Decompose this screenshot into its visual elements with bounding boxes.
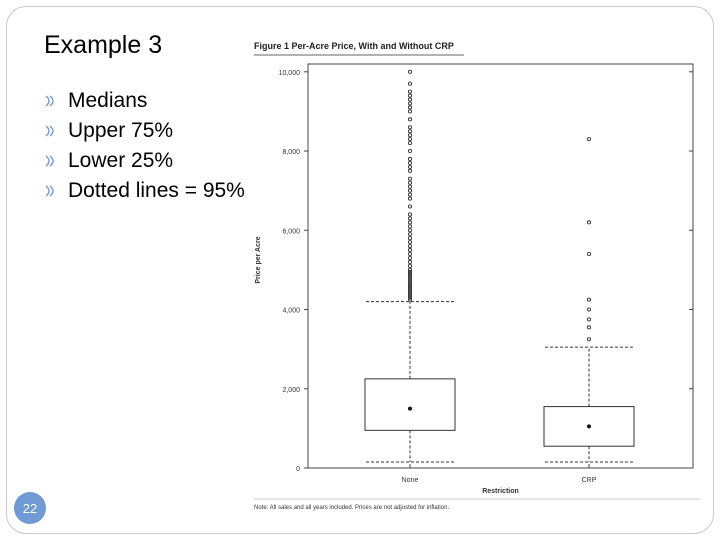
y-tick-label: 4,000 bbox=[282, 308, 300, 315]
x-tick-label: CRP bbox=[582, 477, 597, 484]
chart-title: Figure 1 Per-Acre Price, With and Withou… bbox=[254, 41, 454, 51]
bullet-dotted-lines: Dotted lines = 95% bbox=[44, 176, 245, 206]
outlier-point bbox=[407, 125, 413, 130]
outlier-point bbox=[407, 69, 413, 74]
outlier-point bbox=[407, 101, 413, 106]
boxplot-figure: Figure 1 Per-Acre Price, With and Withou… bbox=[246, 36, 708, 520]
outlier-point bbox=[407, 259, 413, 265]
outlier-point bbox=[407, 277, 413, 282]
outlier-point bbox=[407, 275, 413, 280]
outlier-point bbox=[407, 220, 413, 225]
bullet-upper-75: Upper 75% bbox=[44, 116, 245, 146]
outlier-point bbox=[407, 117, 413, 122]
bullet-list: Medians Upper 75% Lower 25% Dotted lines… bbox=[44, 86, 245, 206]
y-axis-label: Price per Acre bbox=[255, 236, 262, 283]
outlier-point bbox=[407, 271, 413, 276]
outlier-point bbox=[407, 180, 413, 185]
outlier-point bbox=[407, 133, 413, 138]
outlier-point bbox=[407, 236, 413, 241]
median-point bbox=[587, 424, 591, 429]
outlier-point bbox=[586, 137, 592, 142]
outlier-point bbox=[407, 285, 413, 290]
outlier-point bbox=[407, 148, 413, 154]
outlier-point bbox=[407, 252, 413, 257]
outlier-point bbox=[407, 156, 413, 162]
outlier-point bbox=[407, 105, 413, 110]
median-point bbox=[408, 406, 412, 411]
bullet-text: Medians bbox=[68, 89, 148, 112]
outlier-point bbox=[407, 273, 413, 278]
outlier-point bbox=[407, 269, 413, 274]
y-tick-label: 6,000 bbox=[282, 228, 300, 235]
outlier-point bbox=[407, 224, 413, 229]
outlier-point bbox=[407, 204, 413, 209]
bullet-arrow-icon bbox=[45, 185, 54, 197]
iqr-box bbox=[364, 378, 456, 431]
outlier-point bbox=[586, 307, 592, 312]
x-axis-label: Restriction bbox=[482, 488, 519, 495]
y-tick-label: 10,000 bbox=[279, 70, 301, 77]
outlier-point bbox=[407, 212, 413, 217]
outlier-point bbox=[586, 325, 592, 330]
outlier-point bbox=[407, 289, 413, 294]
outlier-point bbox=[586, 220, 592, 225]
outlier-point bbox=[407, 141, 413, 146]
outlier-point bbox=[407, 168, 413, 173]
outlier-point bbox=[407, 291, 413, 296]
outlier-point bbox=[407, 160, 413, 165]
outlier-point bbox=[407, 97, 413, 102]
outlier-point bbox=[407, 89, 413, 94]
outlier-point bbox=[407, 293, 413, 298]
outlier-point bbox=[407, 281, 413, 286]
outlier-point bbox=[407, 248, 413, 253]
slide-title: Example 3 bbox=[44, 31, 163, 59]
outlier-point bbox=[407, 164, 413, 169]
outlier-point bbox=[407, 93, 413, 98]
outlier-point bbox=[407, 228, 413, 233]
page-number-badge: 22 bbox=[14, 492, 46, 524]
outlier-point bbox=[407, 216, 413, 221]
outlier-point bbox=[407, 279, 413, 284]
bullet-arrow-icon bbox=[45, 95, 54, 107]
outlier-point bbox=[407, 137, 413, 142]
outlier-point bbox=[407, 295, 413, 300]
outlier-point bbox=[586, 297, 592, 302]
outlier-point bbox=[586, 317, 592, 322]
bullet-text: Upper 75% bbox=[68, 119, 174, 142]
outlier-point bbox=[407, 129, 413, 134]
x-tick-label: None bbox=[402, 477, 419, 484]
boxplot-chart: 0 2,000 4,000 6,000 8,000 10,000 Price per Acr… bbox=[254, 54, 700, 500]
outlier-point bbox=[407, 244, 413, 249]
bullet-arrow-icon bbox=[45, 155, 54, 167]
y-tick-label: 8,000 bbox=[282, 149, 300, 156]
outlier-point bbox=[586, 337, 592, 342]
bullet-text: Dotted lines = 95% bbox=[68, 179, 245, 202]
bullet-arrow-icon bbox=[45, 125, 54, 137]
outlier-point bbox=[407, 184, 413, 189]
outlier-point bbox=[407, 196, 413, 201]
outlier-point bbox=[407, 188, 413, 193]
outlier-point bbox=[407, 283, 413, 288]
outlier-point bbox=[407, 109, 413, 114]
outlier-point bbox=[407, 267, 413, 272]
outlier-point bbox=[586, 252, 592, 257]
outlier-point bbox=[407, 297, 413, 302]
outlier-point bbox=[407, 232, 413, 237]
outlier-point bbox=[407, 81, 413, 86]
outlier-point bbox=[407, 263, 413, 268]
plot-frame bbox=[307, 63, 694, 469]
bullet-lower-25: Lower 25% bbox=[44, 146, 245, 176]
y-tick-label: 0 bbox=[296, 466, 300, 473]
outlier-point bbox=[407, 287, 413, 292]
outlier-point bbox=[407, 176, 413, 181]
bullet-text: Lower 25% bbox=[68, 149, 174, 172]
chart-note: Note: All sales and all years included. … bbox=[254, 505, 450, 511]
y-tick-label: 2,000 bbox=[282, 387, 300, 394]
outlier-point bbox=[407, 192, 413, 197]
outlier-point bbox=[407, 240, 413, 245]
bullet-medians: Medians bbox=[44, 86, 245, 116]
outlier-point bbox=[407, 255, 413, 261]
